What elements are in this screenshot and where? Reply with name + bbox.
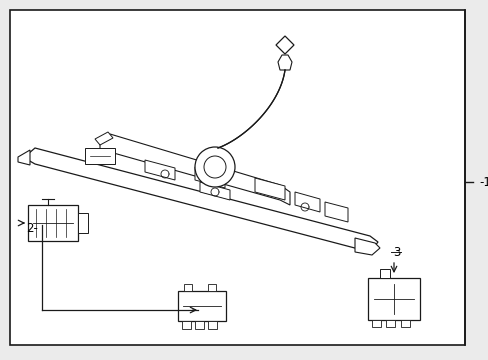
Text: 3: 3 <box>392 246 400 258</box>
Text: -1: -1 <box>478 175 488 189</box>
Polygon shape <box>207 284 216 291</box>
Text: 2-: 2- <box>26 221 38 234</box>
Polygon shape <box>178 291 225 321</box>
Circle shape <box>195 147 235 187</box>
Polygon shape <box>145 160 175 180</box>
Polygon shape <box>195 167 224 188</box>
Polygon shape <box>354 238 379 255</box>
Polygon shape <box>95 132 113 145</box>
Polygon shape <box>254 178 285 200</box>
Polygon shape <box>195 321 203 329</box>
Polygon shape <box>200 182 229 200</box>
Polygon shape <box>385 320 394 327</box>
Polygon shape <box>78 213 88 233</box>
Polygon shape <box>28 205 78 241</box>
Polygon shape <box>100 134 289 205</box>
Polygon shape <box>367 278 419 320</box>
Polygon shape <box>325 202 347 222</box>
Polygon shape <box>371 320 380 327</box>
Polygon shape <box>18 150 30 165</box>
Polygon shape <box>28 148 377 252</box>
Polygon shape <box>207 321 217 329</box>
Polygon shape <box>400 320 409 327</box>
Polygon shape <box>294 192 319 212</box>
Polygon shape <box>183 284 192 291</box>
Polygon shape <box>85 148 115 164</box>
Polygon shape <box>278 55 291 70</box>
Polygon shape <box>379 269 389 278</box>
Polygon shape <box>275 36 293 54</box>
Circle shape <box>203 156 225 178</box>
Polygon shape <box>182 321 191 329</box>
